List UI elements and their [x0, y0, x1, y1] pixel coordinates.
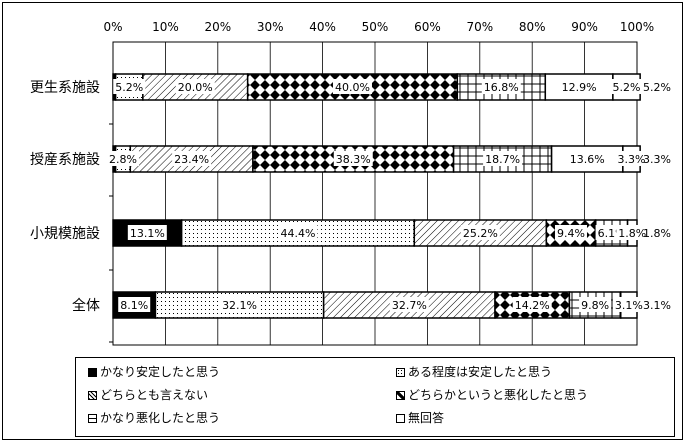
data-label: 13.1% — [130, 227, 165, 240]
legend-swatch-solid — [88, 368, 97, 377]
data-label: 8.1% — [120, 299, 148, 312]
legend-label: かなり悪化したと思う — [100, 411, 221, 425]
legend-item: どちらとも言えない — [88, 388, 208, 402]
data-label: 40.0% — [335, 81, 370, 94]
data-label-bg — [113, 79, 146, 94]
bar-segment — [550, 145, 624, 173]
legend-swatch-diagonal — [88, 391, 97, 400]
data-label-bg — [106, 151, 139, 166]
data-label: 5.2% — [115, 81, 143, 94]
data-label: 25.2% — [463, 227, 498, 240]
data-label-bg — [118, 297, 151, 312]
x-tick-label: 30% — [257, 20, 284, 34]
data-label: 16.8% — [484, 81, 519, 94]
x-tick-label: 60% — [414, 20, 441, 34]
legend-swatch-grid — [88, 414, 97, 423]
data-label: 1.8% — [618, 227, 646, 240]
legend-item: どちらかというと悪化したと思う — [396, 388, 588, 402]
category-label: 更生系施設 — [30, 80, 100, 96]
legend: かなり安定したと思う ある程度は安定したと思う どちらとも言えない どちらかとい… — [75, 357, 675, 437]
data-label: 5.2% — [613, 81, 641, 94]
data-label: 3.1% — [615, 299, 643, 312]
outside-label: 1.8% — [643, 227, 671, 240]
data-label-bg — [278, 225, 318, 240]
data-label: 14.2% — [515, 299, 550, 312]
data-label: 32.7% — [392, 299, 427, 312]
data-label: 13.6% — [570, 153, 605, 166]
data-label-bg — [127, 225, 167, 240]
data-label-bg — [333, 151, 373, 166]
data-label-bg — [172, 151, 212, 166]
data-label-bg — [616, 225, 649, 240]
legend-label: ある程度は安定したと思う — [408, 365, 553, 379]
bar-segment — [456, 73, 547, 101]
data-label: 12.9% — [562, 81, 597, 94]
data-label: 38.3% — [336, 153, 371, 166]
data-label: 9.4% — [557, 227, 585, 240]
data-label-bg — [483, 151, 523, 166]
category-label: 小規模施設 — [30, 226, 100, 242]
category-label: 全体 — [72, 297, 100, 314]
x-tick-label: 90% — [571, 20, 598, 34]
data-label: 9.8% — [581, 299, 609, 312]
x-tick-label: 50% — [362, 20, 389, 34]
data-label-bg — [481, 79, 521, 94]
legend-item: かなり安定したと思う — [88, 365, 220, 379]
x-tick-label: 80% — [519, 20, 546, 34]
data-label-bg — [567, 151, 607, 166]
data-label-bg — [559, 79, 599, 94]
data-label: 20.0% — [178, 81, 213, 94]
data-label-bg — [612, 297, 645, 312]
data-label: 18.7% — [485, 153, 520, 166]
data-label: 3.3% — [618, 153, 646, 166]
x-tick-label: 0% — [103, 20, 122, 34]
outside-label: 5.2% — [643, 81, 671, 94]
legend-label: どちらかというと悪化したと思う — [408, 388, 589, 402]
data-label-bg — [615, 151, 648, 166]
data-label: 2.8% — [109, 153, 137, 166]
data-label-bg — [554, 225, 587, 240]
legend-label: 無回答 — [408, 411, 445, 425]
legend-item: かなり悪化したと思う — [88, 411, 220, 425]
x-tick-label: 10% — [152, 20, 179, 34]
data-label-bg — [220, 297, 260, 312]
x-tick-label: 70% — [466, 20, 493, 34]
stacked-bar-chart: 0% 10% 20% 30% 40% 50% 60% 70% 80% 90% 100% 更生系施設授… — [30, 20, 671, 346]
data-label-bg — [610, 79, 643, 94]
data-label-bg — [175, 79, 215, 94]
data-label: 32.1% — [222, 299, 257, 312]
legend-swatch-blank — [396, 414, 405, 423]
data-label: 44.4% — [280, 227, 315, 240]
data-label-bg — [460, 225, 500, 240]
data-label-bg — [389, 297, 429, 312]
outside-label: 3.3% — [643, 153, 671, 166]
legend-swatch-dots — [396, 368, 405, 377]
legend-item: 無回答 — [396, 411, 444, 425]
legend-label: かなり安定したと思う — [100, 365, 221, 379]
x-tick-label: 40% — [309, 20, 336, 34]
bar-segment — [180, 219, 416, 247]
data-label-bg — [512, 297, 552, 312]
x-tick-label: 100% — [620, 20, 654, 34]
legend-label: どちらとも言えない — [100, 388, 209, 402]
data-label: 23.4% — [174, 153, 209, 166]
legend-swatch-diamond — [396, 391, 405, 400]
bar-segment — [322, 291, 496, 319]
legend-item: ある程度は安定したと思う — [396, 365, 552, 379]
category-label: 授産系施設 — [30, 152, 100, 168]
outside-label: 3.1% — [643, 299, 671, 312]
data-label-bg — [332, 79, 372, 94]
data-label-bg — [579, 297, 612, 312]
x-tick-label: 20% — [204, 20, 231, 34]
